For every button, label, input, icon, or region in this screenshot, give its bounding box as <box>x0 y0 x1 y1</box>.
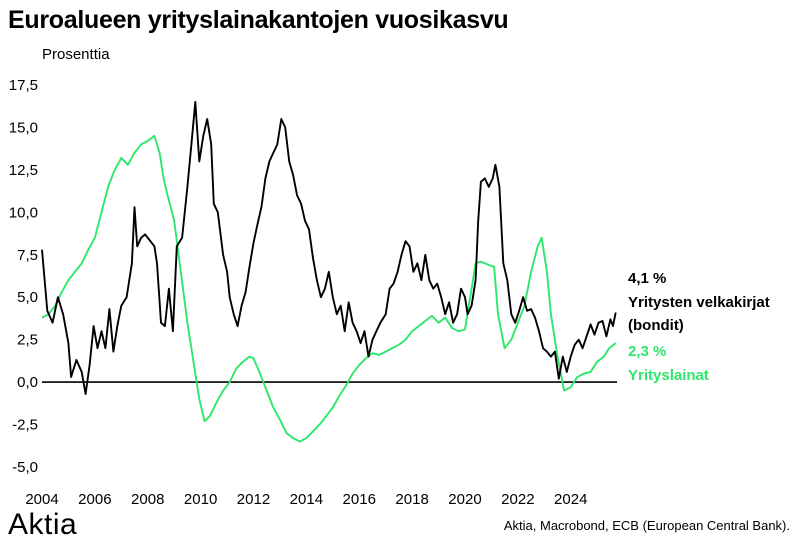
y-tick-label: 2,5 <box>17 332 38 349</box>
y-tick-label: -2,5 <box>12 417 38 434</box>
y-tick-label: 5,0 <box>17 289 38 306</box>
y-tick-label: 12,5 <box>9 162 38 179</box>
source-note: Aktia, Macrobond, ECB (European Central … <box>503 518 790 533</box>
x-tick-label: 2012 <box>237 491 270 508</box>
y-tick-label: 15,0 <box>9 119 38 136</box>
y-tick-label: 10,0 <box>9 204 38 221</box>
x-tick-label: 2018 <box>395 491 428 508</box>
y-axis-ticks: 17,5 15,0 12,5 10,0 7,5 5,0 2,5 0,0 -2,5 -5,0 <box>9 77 38 476</box>
x-tick-label: 2016 <box>343 491 376 508</box>
y-tick-label: 17,5 <box>9 77 38 94</box>
bonds-value-label: 4,1 % <box>628 270 667 287</box>
y-tick-label: 0,0 <box>17 374 38 391</box>
series-line-loans <box>41 134 617 443</box>
y-tick-label: -5,0 <box>12 459 38 476</box>
loans-value-label: 2,3 % <box>628 343 667 360</box>
x-tick-label: 2004 <box>25 491 58 508</box>
x-tick-label: 2006 <box>78 491 111 508</box>
y-tick-label: 7,5 <box>17 247 38 264</box>
chart-title: Euroalueen yrityslainakantojen vuosikasv… <box>8 6 509 34</box>
x-tick-label: 2008 <box>131 491 164 508</box>
x-tick-label: 2024 <box>554 491 587 508</box>
x-tick-label: 2010 <box>184 491 217 508</box>
bonds-name-label-2: (bondit) <box>628 317 684 334</box>
series-layer <box>41 101 617 443</box>
y-axis-unit-label: Prosenttia <box>42 46 110 63</box>
aktia-logo: Aktia <box>8 508 78 541</box>
x-axis-ticks: 2004 2006 2008 2010 2012 2014 2016 2018 2020 2022… <box>25 491 587 508</box>
x-tick-label: 2014 <box>290 491 323 508</box>
x-tick-label: 2020 <box>448 491 481 508</box>
loans-name-label: Yrityslainat <box>628 367 709 384</box>
series-line-bonds <box>41 101 617 395</box>
bonds-name-label: Yritysten velkakirjat <box>628 294 770 311</box>
x-tick-label: 2022 <box>501 491 534 508</box>
